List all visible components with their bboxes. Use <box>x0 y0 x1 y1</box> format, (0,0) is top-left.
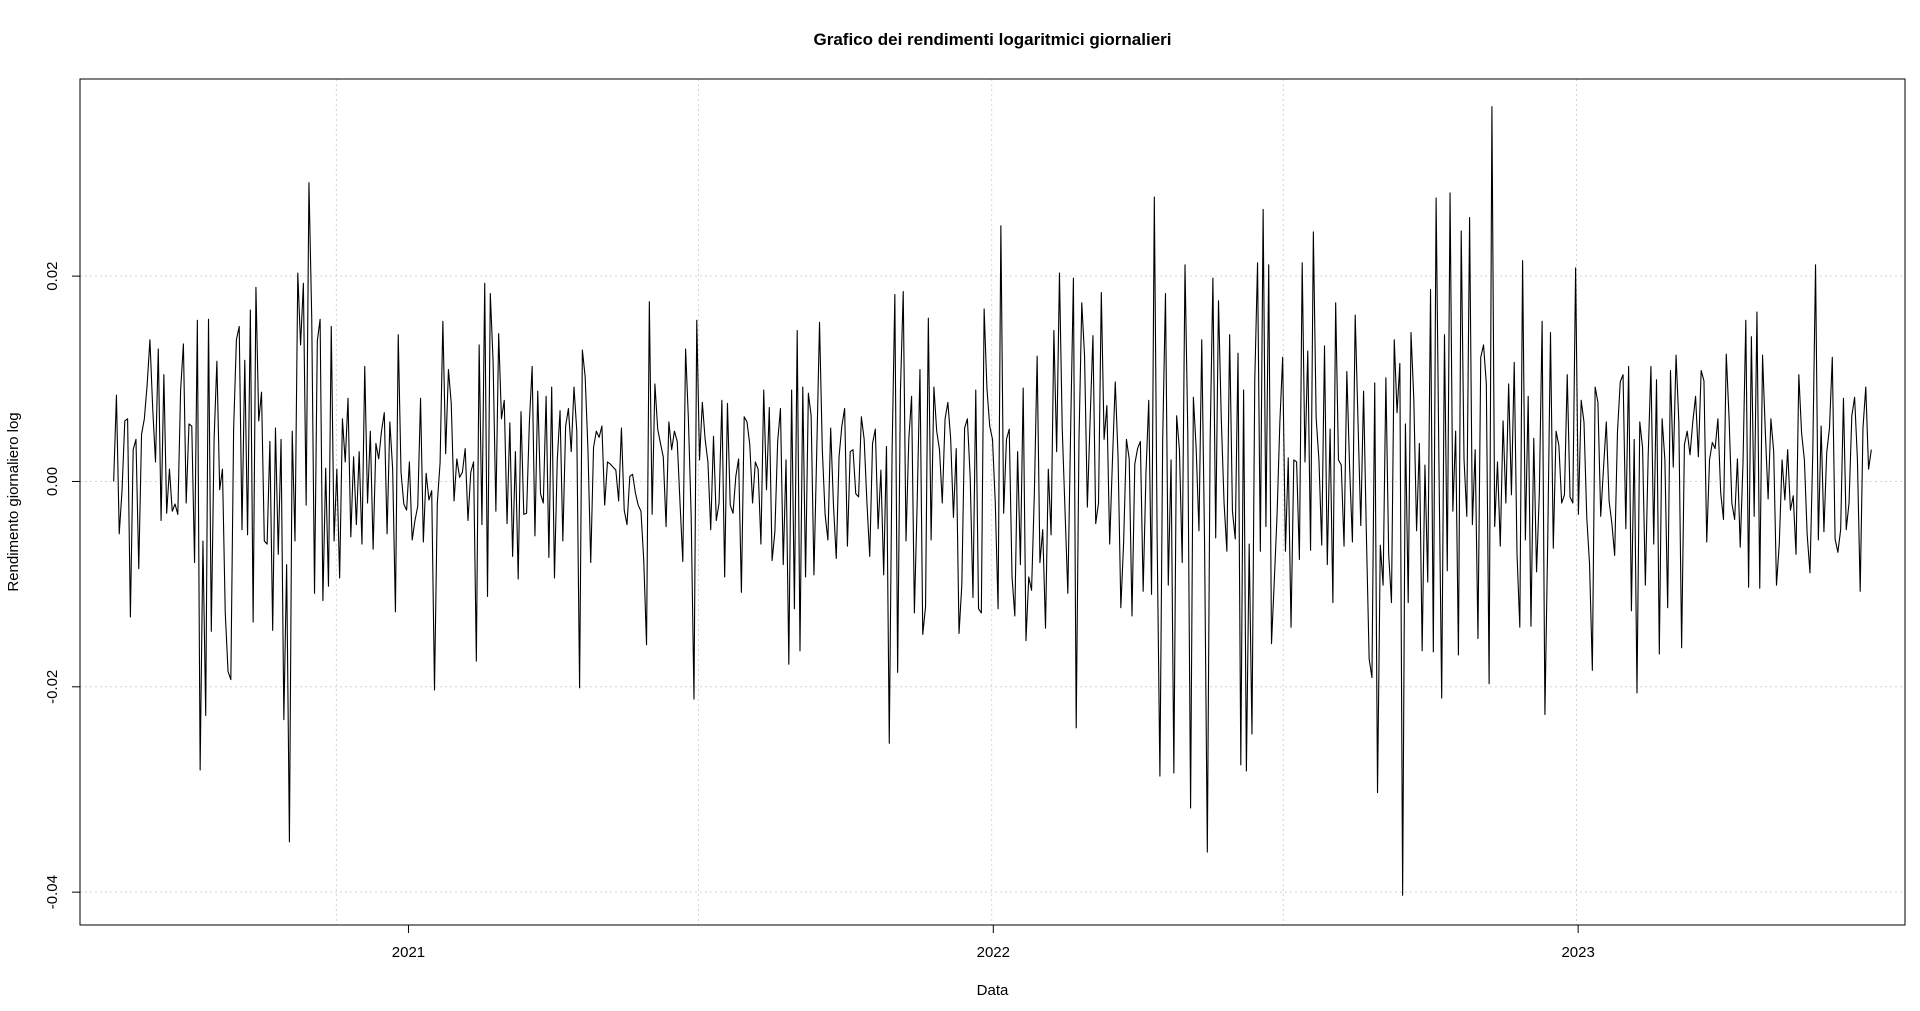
x-axis: 2021 2022 2023 <box>392 924 1595 961</box>
y-tick-label: -0.02 <box>44 670 61 704</box>
x-tick-label: 2023 <box>1561 944 1594 961</box>
chart-title: Grafico dei rendimenti logaritmici giorn… <box>813 30 1171 49</box>
x-axis-label: Data <box>977 982 1009 999</box>
x-tick-label: 2022 <box>977 944 1010 961</box>
y-tick-label: 0.00 <box>44 467 61 496</box>
grid <box>80 79 1905 925</box>
x-tick-label: 2021 <box>392 944 425 961</box>
y-axis-label: Rendimento giornaliero log <box>5 412 22 591</box>
series-line <box>113 106 1872 896</box>
y-tick-label: -0.04 <box>44 875 61 909</box>
series-layer <box>113 106 1872 896</box>
y-tick-label: 0.02 <box>44 262 61 291</box>
y-axis: -0.04 -0.02 0.00 0.02 <box>44 262 81 909</box>
